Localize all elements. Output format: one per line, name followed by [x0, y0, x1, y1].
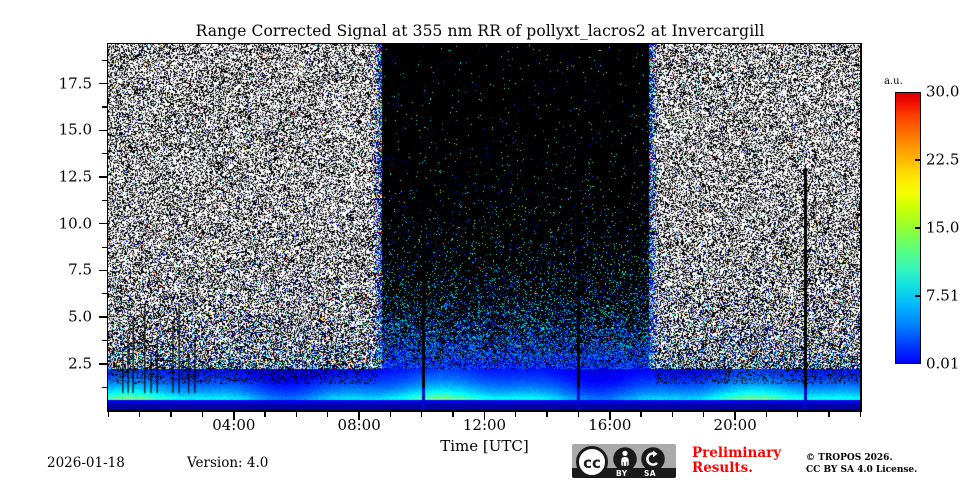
- x-tick-minor: [577, 412, 579, 417]
- copyright-block: © TROPOS 2026. CC BY SA 4.0 License.: [806, 452, 917, 476]
- colorbar-tick-mark: [915, 295, 921, 297]
- cc-badge-strip: [572, 468, 676, 478]
- y-tick-label: 2.5: [68, 354, 92, 373]
- x-tick-mark: [734, 412, 736, 420]
- x-tick-label: 08:00: [337, 416, 381, 434]
- x-axis-label: Time [UTC]: [440, 437, 529, 455]
- preliminary-results-notice: Preliminary Results.: [692, 446, 802, 476]
- creative-commons-icon: cc: [576, 446, 608, 478]
- y-tick-minor: [102, 293, 107, 295]
- footer-version: Version: 4.0: [187, 455, 269, 471]
- x-tick-minor: [828, 412, 830, 417]
- x-tick-mark: [483, 412, 486, 420]
- x-tick-minor: [859, 412, 861, 417]
- colorbar-tick-label: 0.01: [926, 354, 960, 373]
- x-tick-mark: [233, 412, 235, 420]
- y-tick-mark: [99, 83, 107, 85]
- footer-date: 2026-01-18: [47, 455, 125, 471]
- colorbar-tick-label: 7.51: [926, 286, 960, 305]
- x-tick-minor: [139, 412, 141, 417]
- preliminary-line-1: Preliminary: [692, 445, 782, 461]
- cc-sa-label: SA: [644, 469, 657, 478]
- y-tick-minor: [102, 106, 107, 108]
- x-tick-minor: [703, 412, 705, 417]
- attribution-person-icon: [613, 447, 637, 471]
- x-tick-minor: [421, 412, 423, 417]
- x-tick-minor: [107, 412, 109, 417]
- y-tick-minor: [102, 199, 107, 201]
- y-tick-minor: [102, 386, 107, 388]
- colorbar-tick-label: 22.50: [926, 150, 960, 169]
- y-tick-mark: [99, 129, 107, 132]
- heatmap-plot-area[interactable]: [107, 43, 862, 412]
- colorbar-tick-label: 30.00: [926, 82, 960, 101]
- page-title: Range Corrected Signal at 355 nm RR of p…: [195, 22, 765, 40]
- x-tick-mark: [358, 412, 360, 420]
- x-tick-minor: [765, 412, 767, 417]
- y-tick-mark: [99, 316, 107, 318]
- x-tick-label: 12:00: [462, 416, 507, 434]
- x-tick-label: 16:00: [588, 416, 632, 434]
- y-tick-mark: [99, 363, 107, 365]
- y-tick-label: 12.5: [58, 167, 92, 186]
- svg-text:cc: cc: [583, 454, 601, 472]
- y-tick-mark: [99, 176, 107, 178]
- license-line-2: CC BY SA 4.0 License.: [806, 465, 918, 475]
- y-tick-mark: [99, 223, 107, 225]
- x-tick-minor: [797, 412, 799, 417]
- colorbar-tick-label: 15.00: [926, 218, 960, 237]
- x-tick-minor: [327, 412, 329, 417]
- x-tick-minor: [389, 412, 391, 417]
- preliminary-line-2: Results.: [692, 460, 753, 476]
- x-tick-minor: [546, 412, 548, 417]
- x-tick-minor: [515, 412, 517, 417]
- colorbar-tick-mark: [915, 227, 921, 229]
- copyright-line-1: © TROPOS 2026.: [806, 453, 893, 463]
- x-tick-label: 04:00: [212, 416, 256, 434]
- y-tick-minor: [102, 153, 107, 155]
- colorbar-tick-mark: [915, 159, 921, 161]
- x-tick-minor: [295, 412, 297, 417]
- cc-by-label: BY: [616, 469, 628, 478]
- y-tick-minor: [102, 246, 107, 248]
- x-tick-minor: [640, 412, 642, 417]
- y-tick-label: 10.0: [58, 214, 92, 233]
- x-tick-minor: [170, 412, 172, 417]
- y-tick-mark: [99, 269, 107, 272]
- y-tick-label: 5.0: [68, 307, 92, 326]
- share-alike-icon: [641, 447, 665, 471]
- x-tick-minor: [452, 412, 454, 417]
- x-tick-label: 20:00: [713, 416, 757, 434]
- y-tick-label: 7.5: [68, 260, 92, 279]
- y-tick-label: 17.5: [58, 74, 92, 93]
- x-tick-minor: [201, 412, 203, 417]
- y-tick-label: 15.0: [58, 120, 92, 139]
- y-tick-minor: [102, 339, 107, 342]
- colorbar-unit-label: a.u.: [884, 76, 903, 87]
- cc-license-badge-icon[interactable]: cc BY SA: [572, 444, 676, 478]
- x-tick-mark: [609, 412, 611, 420]
- y-tick-minor: [102, 59, 107, 61]
- x-tick-minor: [671, 412, 673, 417]
- x-tick-minor: [264, 412, 266, 417]
- heatmap-canvas: [108, 44, 860, 410]
